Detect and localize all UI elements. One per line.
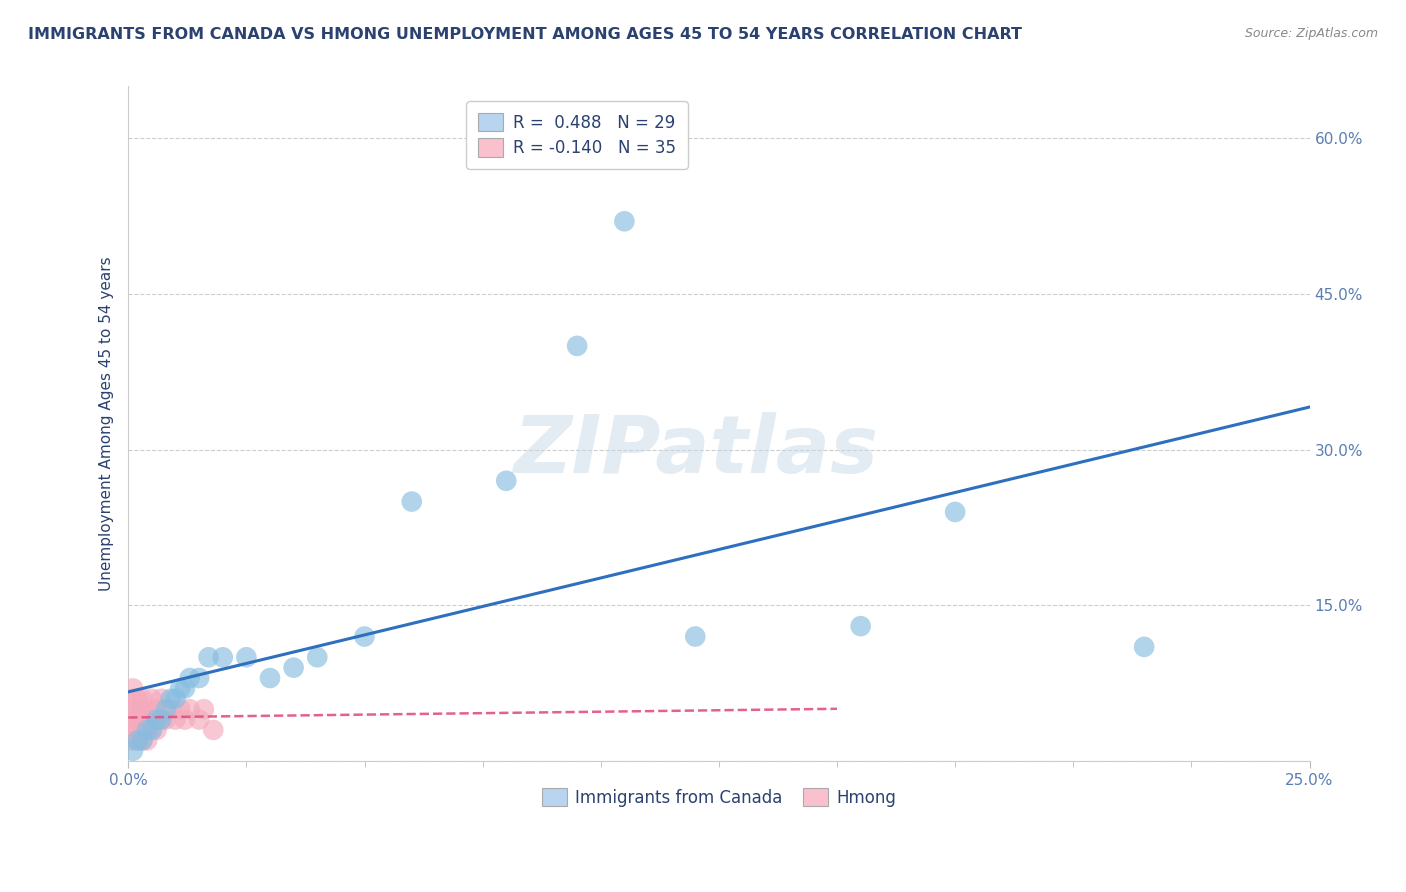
Point [136,713,159,727]
Point [131,723,153,737]
Point [159,702,181,716]
Point [179,671,201,685]
Point [235,650,257,665]
Point [141,723,163,737]
Point [127,691,149,706]
Point [122,723,145,737]
Point [169,681,191,696]
Point [495,474,517,488]
Point [145,702,167,716]
Point [401,494,423,508]
Point [150,713,173,727]
Point [127,733,149,747]
Point [122,713,145,727]
Point [211,650,233,665]
Point [122,702,145,716]
Point [136,733,159,747]
Point [131,691,153,706]
Point [122,681,145,696]
Point [159,691,181,706]
Point [136,702,159,716]
Point [193,702,215,716]
Point [197,650,219,665]
Point [174,713,197,727]
Point [136,723,159,737]
Point [683,630,706,644]
Point [127,713,149,727]
Point [145,713,167,727]
Point [141,723,163,737]
Point [122,733,145,747]
Point [169,702,191,716]
Point [353,630,375,644]
Point [155,713,177,727]
Point [150,713,173,727]
Text: IMMIGRANTS FROM CANADA VS HMONG UNEMPLOYMENT AMONG AGES 45 TO 54 YEARS CORRELATI: IMMIGRANTS FROM CANADA VS HMONG UNEMPLOY… [28,27,1022,42]
Point [165,713,187,727]
Point [259,671,281,685]
Point [131,733,153,747]
Text: ZIPatlas: ZIPatlas [513,412,877,490]
Point [165,691,187,706]
Point [188,713,211,727]
Point [150,691,173,706]
Point [943,505,966,519]
Point [565,339,588,353]
Text: Source: ZipAtlas.com: Source: ZipAtlas.com [1244,27,1378,40]
Point [307,650,329,665]
Legend: Immigrants from Canada, Hmong: Immigrants from Canada, Hmong [536,781,903,814]
Y-axis label: Unemployment Among Ages 45 to 54 years: Unemployment Among Ages 45 to 54 years [100,256,114,591]
Point [122,691,145,706]
Point [849,619,872,633]
Point [188,671,211,685]
Point [127,733,149,747]
Point [141,691,163,706]
Point [155,702,177,716]
Point [127,723,149,737]
Point [202,723,225,737]
Point [131,733,153,747]
Point [141,713,163,727]
Point [127,702,149,716]
Point [283,660,305,674]
Point [145,723,167,737]
Point [1133,640,1156,654]
Point [122,744,145,758]
Point [131,702,153,716]
Point [613,214,636,228]
Point [179,702,201,716]
Point [131,713,153,727]
Point [174,681,197,696]
